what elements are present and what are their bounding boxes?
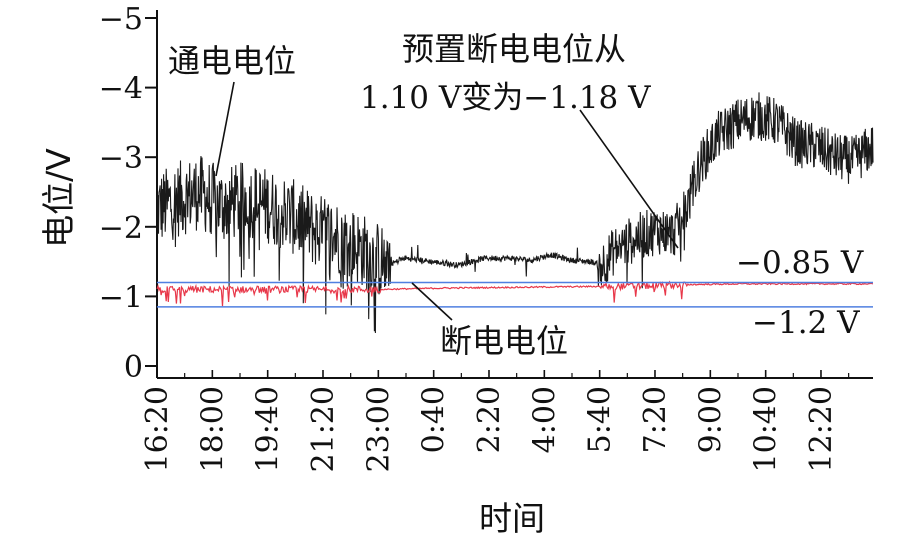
y-axis-title: 电位/V [39, 148, 78, 248]
x-axis-ticks: 16:20 18:00 19:40 21:20 23:00 0:40 2:20 4:00 5:4… [140, 370, 850, 472]
y-tick-label: −3 [99, 141, 143, 176]
annotation-note-leader [579, 109, 679, 249]
x-axis-title: 时间 [479, 499, 545, 538]
x-tick-label: 21:20 [306, 386, 341, 472]
y-tick-label: 0 [124, 350, 143, 385]
x-tick-label: 4:00 [527, 386, 562, 453]
annotation-on-potential: 通电电位 [168, 42, 296, 80]
y-tick-label: −4 [99, 72, 143, 107]
annotation-on-leader [215, 81, 235, 177]
annotation-off-leader [411, 282, 453, 321]
series-layer [156, 92, 874, 334]
x-tick-label: 18:00 [195, 386, 230, 472]
y-axis-ticks: −5 −4 −3 −2 −1 0 [99, 2, 157, 385]
annotation-note-line2: 1.10 V变为−1.18 V [360, 80, 651, 116]
x-tick-label: 2:20 [472, 386, 507, 453]
x-tick-label: 0:40 [417, 386, 452, 453]
y-tick-label: −2 [99, 211, 143, 246]
x-tick-label: 12:20 [804, 386, 839, 472]
y-tick-label: −1 [99, 280, 143, 315]
label-12v: −1.2 V [752, 305, 860, 341]
series-line-off-potential [156, 280, 874, 307]
label-085v: −0.85 V [736, 245, 864, 281]
x-tick-label: 9:00 [693, 386, 728, 453]
x-tick-label: 16:20 [140, 386, 175, 472]
x-tick-label: 19:40 [251, 386, 286, 472]
x-tick-label: 10:40 [749, 386, 784, 472]
annotation-note-line1: 预置断电电位从 [402, 30, 626, 68]
x-tick-label: 23:00 [361, 386, 396, 472]
x-tick-label: 5:40 [583, 386, 618, 453]
series-line-on-potential [156, 92, 874, 334]
x-tick-label: 7:20 [638, 386, 673, 453]
y-tick-label: −5 [99, 2, 143, 37]
annotation-off-potential: 断电电位 [440, 322, 568, 360]
